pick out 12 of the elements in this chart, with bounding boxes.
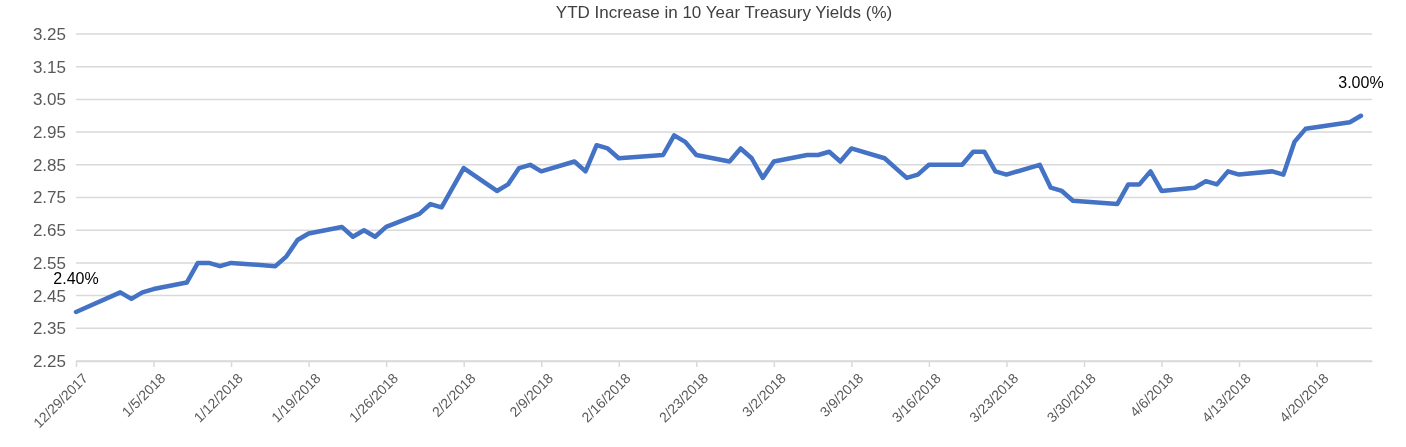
y-tick-label: 2.85 [32, 155, 66, 175]
y-tick-label: 2.25 [32, 351, 66, 371]
y-tick-label: 2.45 [32, 286, 66, 306]
y-tick-label: 2.75 [32, 188, 66, 208]
chart-title: YTD Increase in 10 Year Treasury Yields (%) [555, 3, 893, 22]
y-tick-label: 2.35 [32, 319, 66, 339]
annotation: 3.00% [1338, 73, 1384, 91]
y-tick-label: 2.65 [32, 221, 66, 241]
y-tick-label: 2.95 [32, 123, 66, 143]
y-tick-label: 3.25 [32, 24, 66, 44]
y-tick-label: 3.15 [32, 57, 66, 77]
y-tick-label: 3.05 [32, 90, 66, 110]
